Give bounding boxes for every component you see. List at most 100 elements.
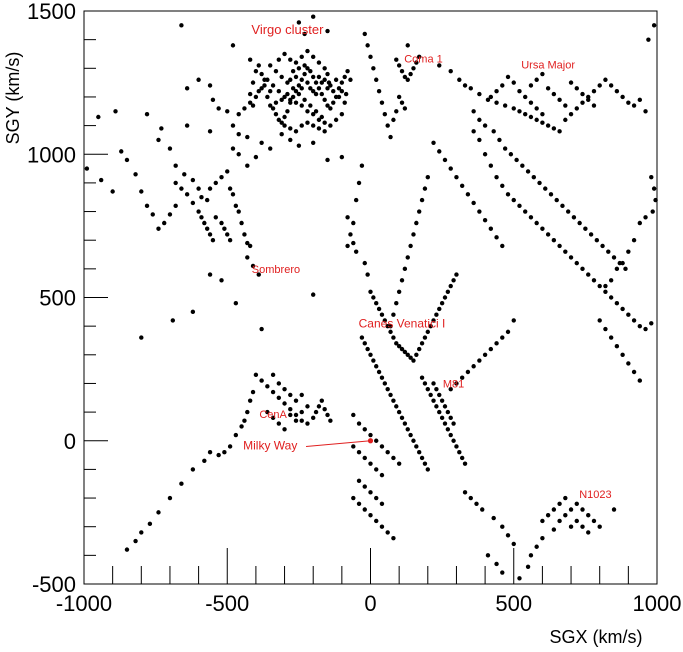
data-point <box>520 163 525 168</box>
data-point <box>139 189 144 194</box>
data-point <box>305 66 310 71</box>
data-point <box>394 404 399 409</box>
data-point <box>457 77 462 82</box>
data-point <box>451 438 456 443</box>
data-point <box>288 412 293 418</box>
data-point <box>600 243 605 249</box>
data-point <box>282 114 287 120</box>
data-point <box>288 137 293 143</box>
data-point <box>333 117 339 123</box>
data-point <box>213 180 218 186</box>
data-point <box>399 100 405 105</box>
data-point <box>204 197 210 203</box>
milky-way-pointer <box>305 440 371 447</box>
data-point <box>371 358 376 363</box>
data-point <box>608 295 614 300</box>
data-point <box>313 409 319 415</box>
data-point <box>371 295 376 300</box>
data-point <box>230 146 236 151</box>
data-point <box>348 77 353 82</box>
data-point <box>308 68 313 74</box>
y-axis-title: SGY (km/s) <box>3 52 23 145</box>
data-point <box>391 117 396 123</box>
data-point <box>259 71 264 77</box>
data-point <box>437 149 442 154</box>
data-point <box>265 384 270 389</box>
data-point <box>374 364 379 369</box>
data-point <box>308 86 313 91</box>
data-point <box>382 111 388 117</box>
data-point <box>242 232 247 237</box>
data-point <box>511 197 516 203</box>
data-point <box>236 152 241 157</box>
data-point <box>502 146 508 151</box>
data-point <box>236 131 241 137</box>
data-point <box>405 352 410 357</box>
data-point <box>614 266 620 272</box>
data-point <box>259 378 264 383</box>
data-point <box>227 186 233 191</box>
data-point <box>431 318 436 323</box>
data-point <box>339 154 345 160</box>
data-point <box>273 100 279 105</box>
data-point <box>259 326 264 332</box>
data-point <box>268 103 273 108</box>
data-point <box>250 263 256 269</box>
data-point <box>431 398 436 403</box>
data-point <box>296 66 302 71</box>
data-point <box>379 501 385 506</box>
data-point <box>270 415 276 421</box>
data-point <box>428 323 433 329</box>
data-point <box>276 117 282 123</box>
data-point <box>517 576 522 581</box>
data-point <box>156 226 161 231</box>
data-point <box>465 192 471 197</box>
data-point <box>485 553 491 558</box>
y-tick-label: 0 <box>64 429 76 454</box>
x-tick-label: -1000 <box>56 591 112 616</box>
data-point <box>468 86 473 91</box>
data-point <box>305 48 310 54</box>
data-point <box>468 495 473 501</box>
data-point <box>653 197 658 203</box>
data-point <box>299 409 304 415</box>
data-point <box>396 94 402 100</box>
data-point <box>302 63 307 68</box>
data-point <box>419 375 425 380</box>
data-point <box>368 352 373 357</box>
data-point <box>368 432 373 438</box>
data-point <box>557 501 562 506</box>
data-point <box>399 415 405 421</box>
data-point <box>417 209 422 214</box>
data-point <box>339 89 345 94</box>
data-point <box>296 91 302 97</box>
data-point <box>543 186 548 191</box>
data-point <box>368 54 373 60</box>
data-point <box>362 484 367 489</box>
data-point <box>356 180 362 186</box>
data-point <box>156 510 161 515</box>
data-point <box>563 513 568 518</box>
data-point <box>540 535 545 541</box>
data-point <box>388 134 393 140</box>
data-point <box>586 97 591 103</box>
data-point <box>388 329 393 335</box>
data-point <box>517 109 522 114</box>
data-point <box>611 507 617 512</box>
data-point <box>247 398 253 403</box>
data-point <box>614 301 620 306</box>
data-point <box>259 140 264 145</box>
annotation-m81: M81 <box>443 379 464 391</box>
data-point <box>603 326 608 332</box>
data-point <box>319 398 324 403</box>
data-point <box>583 226 588 231</box>
data-point <box>190 309 196 315</box>
data-point <box>296 143 302 148</box>
data-point <box>551 91 557 97</box>
data-point <box>184 123 190 128</box>
data-point <box>173 203 178 209</box>
data-point <box>242 418 247 423</box>
data-point <box>608 335 614 340</box>
data-point <box>417 346 422 352</box>
data-point <box>296 20 302 25</box>
